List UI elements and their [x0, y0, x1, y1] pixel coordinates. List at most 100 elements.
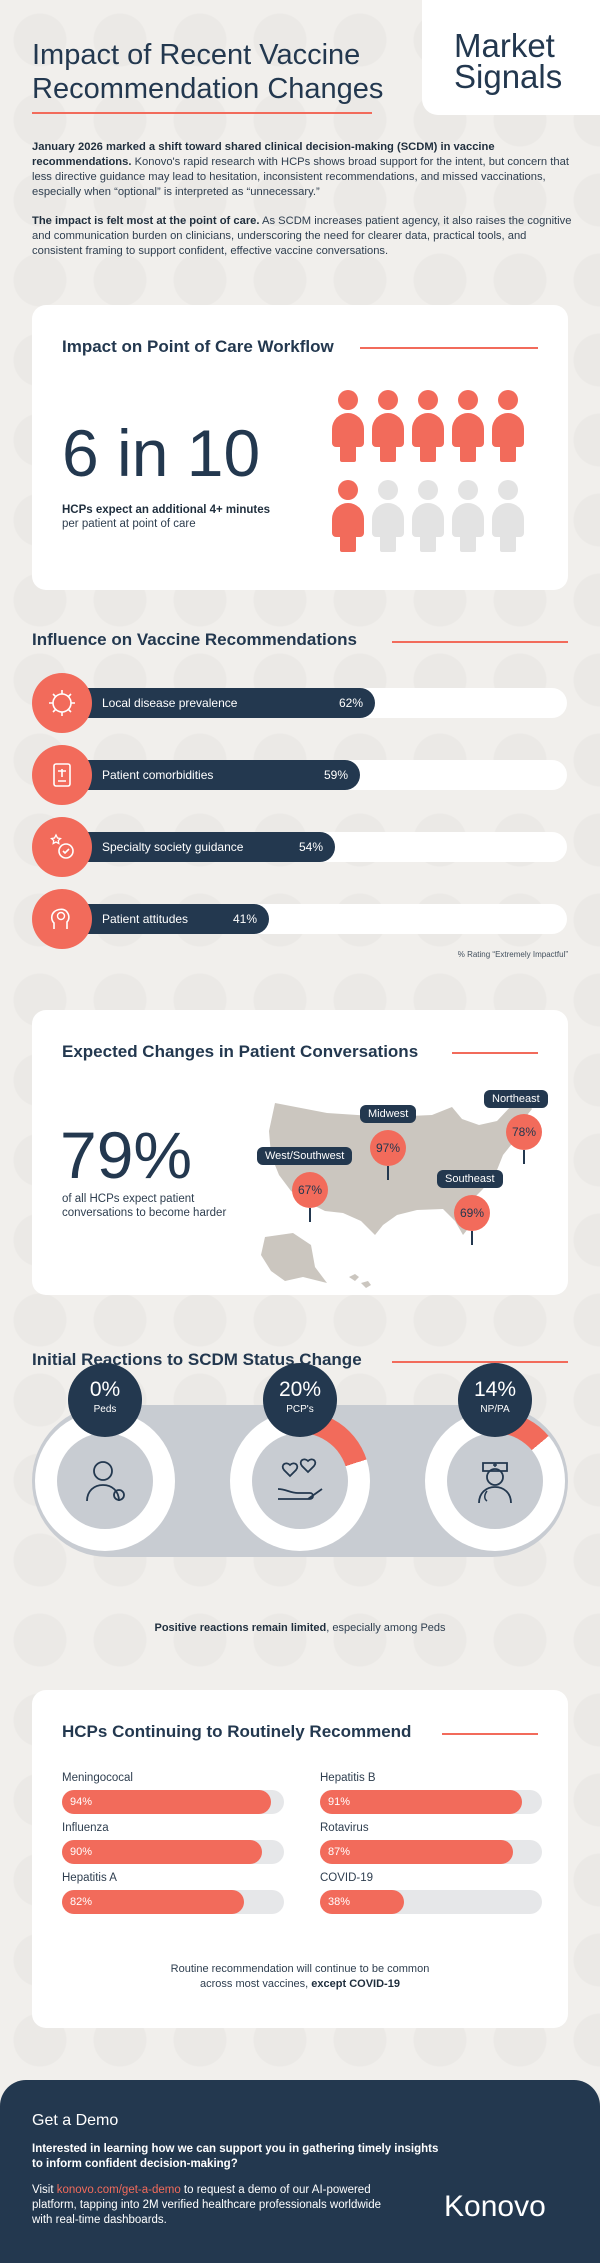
region-pin-west: 67%	[292, 1172, 328, 1208]
person-icon	[372, 480, 404, 552]
workflow-stat: 6 in 10	[62, 416, 261, 490]
person-icon	[452, 390, 484, 462]
reactions-caption-rest: , especially among Peds	[326, 1622, 446, 1634]
influence-label: Patient comorbidities	[102, 768, 214, 782]
intro-p1-rest: Konovo's rapid research with HCPs shows …	[32, 156, 569, 198]
region-label-northeast: Northeast	[484, 1090, 548, 1108]
reaction-value: 20%	[278, 1378, 322, 1401]
vaccine-name: Hepatitis A	[62, 1872, 117, 1884]
vaccine-name: Meningococal	[62, 1772, 133, 1784]
footer-body-post: to request a demo of our AI-powered plat…	[32, 2184, 382, 2226]
nurse-icon	[447, 1433, 543, 1529]
demo-link[interactable]: konovo.com/get-a-demo	[56, 2184, 181, 2196]
vaccine-name: COVID-19	[320, 1872, 374, 1884]
routine-card: HCPs Continuing to Routinely Recommend M…	[32, 1690, 568, 2028]
influence-title: Influence on Vaccine Recommendations	[32, 630, 357, 649]
person-icon	[332, 480, 364, 552]
vaccine-track: 94%	[62, 1790, 284, 1814]
influence-bar	[62, 760, 360, 790]
influence-bar	[62, 904, 269, 934]
vaccine-track: 38%	[320, 1890, 542, 1914]
vaccine-track: 91%	[320, 1790, 542, 1814]
reaction-ring	[425, 1411, 565, 1551]
intro-p2-rest: As SCDM increases patient agency, it als…	[32, 215, 572, 257]
reaction-value: 0%	[89, 1378, 121, 1401]
vaccine-value: 87%	[328, 1846, 351, 1858]
title-rule	[32, 112, 372, 114]
influence-label: Local disease prevalence	[102, 696, 238, 710]
workflow-rule	[360, 347, 538, 349]
footer-body-pre: Visit	[32, 2184, 57, 2196]
footer-lead: Interested in learning how we can suppor…	[32, 2143, 439, 2170]
reaction-bubble: 0% Peds	[68, 1363, 142, 1437]
influence-rule	[392, 641, 568, 643]
conversations-caption: of all HCPs expect patient conversations…	[62, 1193, 227, 1219]
workflow-caption-bold: HCPs expect an additional 4+ minutes	[62, 504, 271, 516]
vaccine-track: 90%	[62, 1840, 284, 1864]
footer: Get a Demo Interested in learning how we…	[0, 2080, 600, 2263]
person-icon	[372, 390, 404, 462]
brand-logo: Market Signals	[454, 27, 563, 95]
vaccine-bar: 87%	[320, 1840, 513, 1864]
vaccine-value: 94%	[70, 1796, 93, 1808]
region-pin-northeast: 78%	[506, 1114, 542, 1150]
influence-bar	[62, 832, 335, 862]
influence-label: Patient attitudes	[102, 912, 189, 926]
page-title: Impact of Recent Vaccine Recommendation …	[32, 39, 384, 105]
routine-caption-line1: Routine recommendation will continue to …	[170, 1963, 430, 1975]
intro-p1-bold: January 2026 marked a shift toward share…	[32, 141, 495, 168]
workflow-title: Impact on Point of Care Workflow	[62, 337, 334, 356]
region-label-midwest: Midwest	[360, 1105, 417, 1123]
routine-caption-line2: across most vaccines,	[200, 1978, 312, 1990]
vaccine-track: 87%	[320, 1840, 542, 1864]
workflow-card: Impact on Point of Care Workflow 6 in 10…	[32, 305, 568, 590]
routine-caption-bold: except COVID-19	[311, 1978, 400, 1990]
person-icon	[412, 480, 444, 552]
person-icon	[492, 390, 524, 462]
region-stick-west	[309, 1208, 311, 1222]
reaction-value: 14%	[473, 1378, 517, 1401]
brand-box: Market Signals	[422, 0, 600, 115]
hawaii-shape	[349, 1274, 371, 1288]
conversations-rule	[452, 1052, 538, 1054]
vaccine-name: Rotavirus	[320, 1822, 369, 1834]
person-icon	[492, 480, 524, 552]
region-stick-southeast	[471, 1231, 473, 1245]
clipboard-icon	[32, 745, 92, 805]
footer-logo: Konovo	[444, 2190, 546, 2223]
reaction-label: PCP's	[286, 1404, 314, 1415]
region-stick-northeast	[523, 1150, 525, 1164]
region-label-southeast: Southeast	[437, 1170, 503, 1188]
reactions-rule	[392, 1361, 568, 1363]
vaccine-bar: 90%	[62, 1840, 262, 1864]
vaccine-bar: 91%	[320, 1790, 522, 1814]
region-label-west: West/Southwest	[257, 1147, 353, 1165]
vaccine-value: 90%	[70, 1846, 93, 1858]
routine-caption: Routine recommendation will continue to …	[32, 1962, 568, 1992]
region-stick-midwest	[387, 1166, 389, 1180]
footer-body: Visit konovo.com/get-a-demo to request a…	[32, 2183, 392, 2228]
influence-note: % Rating “Extremely Impactful”	[457, 950, 568, 959]
vaccine-bar: 38%	[320, 1890, 404, 1914]
region-pin-midwest: 97%	[370, 1130, 406, 1166]
influence-value: 59%	[323, 768, 348, 782]
region-pin-southeast: 69%	[454, 1195, 490, 1231]
head-brain-icon	[32, 889, 92, 949]
doctor-icon	[57, 1433, 153, 1529]
person-icon	[332, 390, 364, 462]
vaccine-bar: 82%	[62, 1890, 244, 1914]
influence-value: 41%	[232, 912, 257, 926]
person-icon	[452, 480, 484, 552]
vaccine-value: 82%	[70, 1896, 93, 1908]
vaccine-name: Influenza	[62, 1822, 109, 1834]
conversations-card: Expected Changes in Patient Conversation…	[32, 1010, 568, 1295]
intro-paragraph-1: January 2026 marked a shift toward share…	[32, 140, 572, 200]
workflow-caption: HCPs expect an additional 4+ minutes per…	[62, 503, 292, 531]
influence-label: Specialty society guidance	[102, 840, 244, 854]
conversations-title: Expected Changes in Patient Conversation…	[62, 1042, 419, 1061]
vaccine-bar: 94%	[62, 1790, 271, 1814]
vaccine-name: Hepatitis B	[320, 1772, 376, 1784]
influence-value: 62%	[338, 696, 363, 710]
routine-rule	[442, 1733, 538, 1735]
